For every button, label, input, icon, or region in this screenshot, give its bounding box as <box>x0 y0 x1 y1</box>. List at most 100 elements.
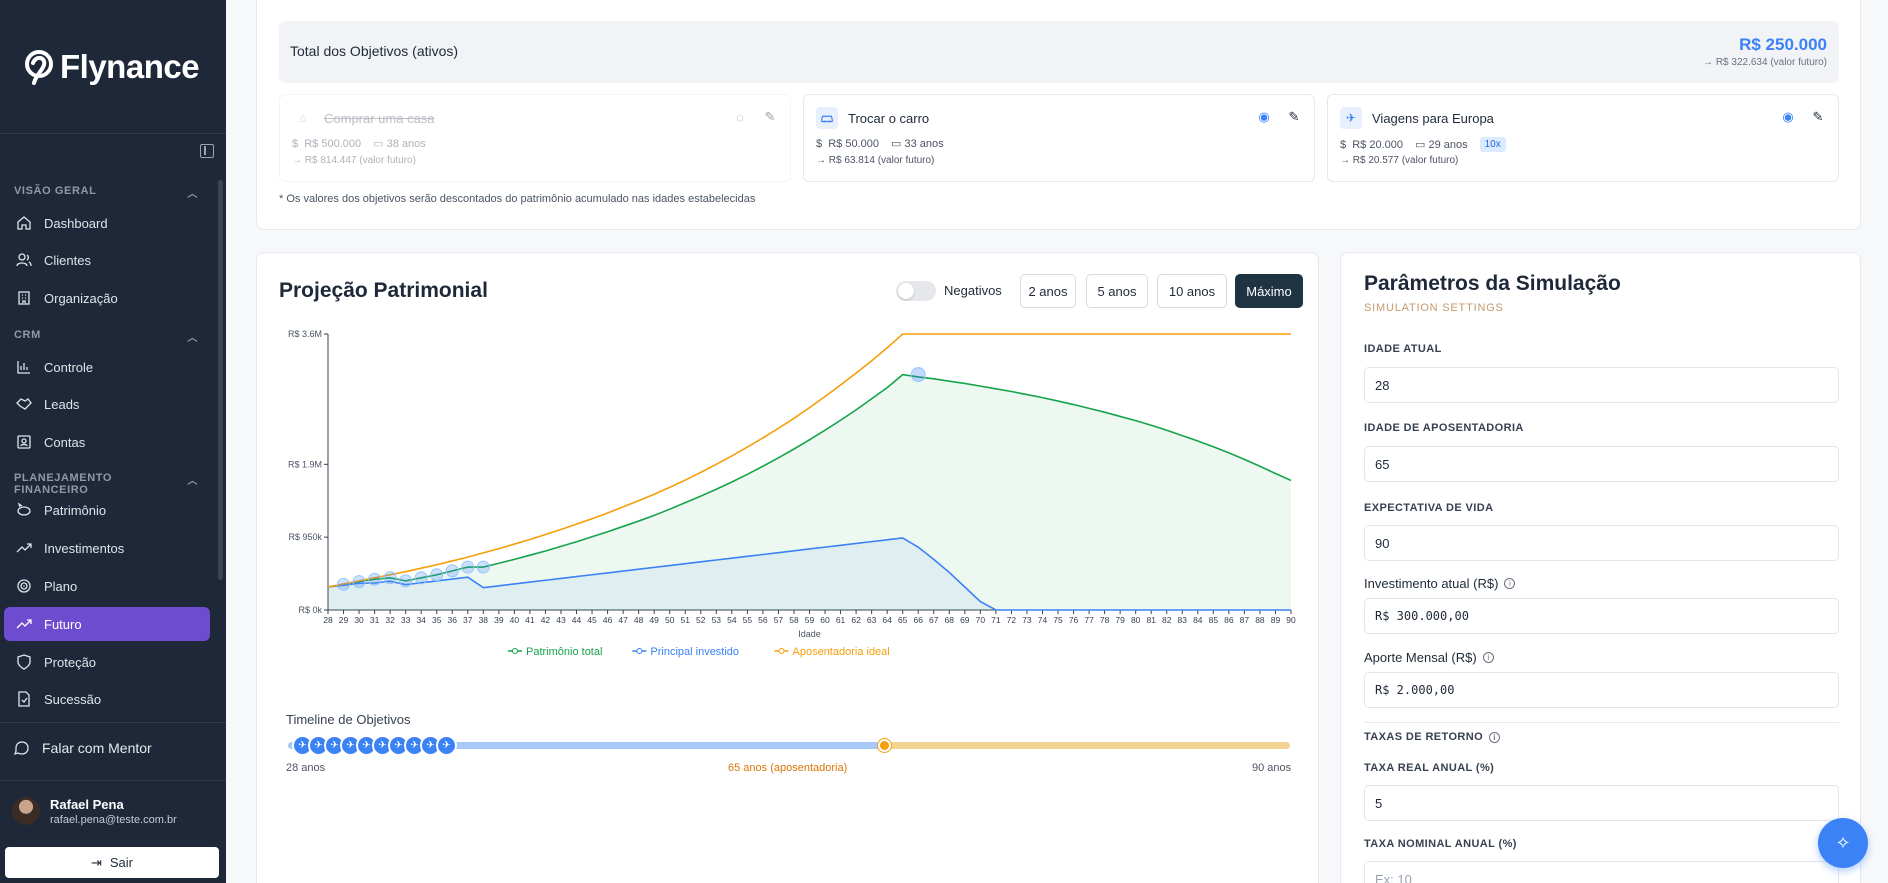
x-tick-label: 78 <box>1100 615 1110 625</box>
x-tick-label: 53 <box>712 615 722 625</box>
x-tick-label: 83 <box>1178 615 1188 625</box>
x-tick-label: 86 <box>1224 615 1234 625</box>
range-10-anos-button[interactable]: 10 anos <box>1157 274 1227 308</box>
sparkle-icon: ✧ <box>1835 832 1851 853</box>
goal-card-comprar-casa[interactable]: ⌂ Comprar uma casa ◌ ✎ $ R$ 500.000 ▭ 38… <box>279 94 791 182</box>
sidebar-scrollbar[interactable] <box>218 180 223 580</box>
divider <box>0 133 226 134</box>
sidebar-item-organizacao[interactable]: Organização <box>4 281 210 315</box>
avatar[interactable] <box>12 797 40 825</box>
info-icon[interactable]: i <box>1482 652 1494 663</box>
section-visao-geral[interactable]: VISÃO GERAL ︿ <box>14 185 198 200</box>
sidebar-item-plano[interactable]: Plano <box>4 569 210 603</box>
x-tick-label: 55 <box>743 615 753 625</box>
app-logo[interactable]: Flynance <box>24 48 200 86</box>
goal-marker <box>461 560 475 574</box>
x-tick-label: 80 <box>1131 615 1141 625</box>
divider <box>0 722 226 723</box>
sidebar-item-dashboard[interactable]: Dashboard <box>4 206 210 240</box>
real-rate-input[interactable]: 5 <box>1364 785 1839 821</box>
sidebar-item-leads[interactable]: Leads <box>4 387 210 421</box>
goals-total-value: R$ 250.000 <box>1739 35 1827 54</box>
timeline-goal-marker[interactable]: ✈ <box>356 735 377 756</box>
x-tick-label: 40 <box>510 615 520 625</box>
retirement-marker <box>910 367 926 383</box>
timeline-end-label: 90 anos <box>1252 762 1292 774</box>
logout-icon: ⇥ <box>90 854 102 870</box>
x-tick-label: 31 <box>370 615 380 625</box>
sidebar: Flynance VISÃO GERAL ︿ Dashboard Cliente… <box>0 0 226 883</box>
negatives-toggle[interactable] <box>896 281 936 301</box>
x-tick-label: 64 <box>882 615 892 625</box>
goal-future: → R$ 814.447 (valor futuro) <box>292 155 416 166</box>
projection-chart[interactable]: R$ 0k R$ 950k R$ 1.9M R$ 3.6M 28 29 30 31 32 33 34… <box>276 322 1306 672</box>
goal-marker <box>352 575 366 589</box>
sidebar-item-label: Sucessão <box>44 691 102 707</box>
nominal-rate-input[interactable]: Ex: 10 <box>1364 861 1839 883</box>
sidebar-collapse-icon[interactable] <box>200 144 214 158</box>
legend-dot <box>512 648 518 654</box>
pencil-icon[interactable]: ✎ <box>764 109 776 124</box>
current-age-input[interactable]: 28 <box>1364 367 1839 403</box>
mentor-button[interactable]: Falar com Mentor <box>14 740 152 756</box>
timeline-retirement-marker[interactable] <box>878 739 891 752</box>
logout-button[interactable]: ⇥ Sair <box>5 847 219 878</box>
sidebar-item-patrimonio[interactable]: Patrimônio <box>4 493 210 527</box>
piggy-bank-icon <box>16 502 32 518</box>
mentor-label: Falar com Mentor <box>42 740 152 756</box>
ai-assistant-button[interactable]: ✧ <box>1818 818 1868 868</box>
target-icon <box>16 578 32 594</box>
sidebar-item-contas[interactable]: Contas <box>4 425 210 459</box>
sidebar-item-clientes[interactable]: Clientes <box>4 243 210 277</box>
range-2-anos-button[interactable]: 2 anos <box>1020 274 1076 308</box>
current-investment-input[interactable]: R$ 300.000,00 <box>1364 598 1839 634</box>
section-planejamento[interactable]: PLANEJAMENTO FINANCEIRO ︿ <box>14 472 198 496</box>
range-5-anos-button[interactable]: 5 anos <box>1086 274 1148 308</box>
timeline-track[interactable] <box>288 742 1290 749</box>
range-maximo-button[interactable]: Máximo <box>1235 274 1303 308</box>
section-crm[interactable]: CRM ︿ <box>14 329 198 344</box>
x-tick-label: 52 <box>696 615 706 625</box>
sidebar-item-label: Controle <box>44 359 94 375</box>
sidebar-item-protecao[interactable]: Proteção <box>4 645 210 679</box>
section-title: CRM <box>14 329 41 341</box>
pencil-icon[interactable]: ✎ <box>1288 109 1300 124</box>
x-tick-label: 70 <box>976 615 986 625</box>
handshake-icon <box>16 396 32 412</box>
home-icon: ⌂ <box>299 111 307 125</box>
x-tick-label: 34 <box>416 615 426 625</box>
sidebar-item-label: Contas <box>44 434 86 450</box>
sidebar-item-investimentos[interactable]: Investimentos <box>4 531 210 565</box>
x-tick-label: 59 <box>805 615 815 625</box>
x-tick-label: 48 <box>634 615 644 625</box>
timeline-goal-marker[interactable]: ✈ <box>388 735 409 756</box>
timeline-goal-marker[interactable]: ✈ <box>308 735 329 756</box>
sidebar-item-futuro[interactable]: Futuro <box>4 607 210 641</box>
series-area <box>328 537 1291 610</box>
section-title: VISÃO GERAL <box>14 185 97 197</box>
retire-age-input[interactable]: 65 <box>1364 446 1839 482</box>
x-tick-label: 29 <box>339 615 349 625</box>
sidebar-item-sucessao[interactable]: Sucessão <box>4 682 210 716</box>
info-icon[interactable]: i <box>1489 731 1501 743</box>
pencil-icon[interactable]: ✎ <box>1812 109 1824 124</box>
life-expectancy-input[interactable]: 90 <box>1364 525 1839 561</box>
contact-icon <box>16 434 32 450</box>
x-tick-label: 46 <box>603 615 613 625</box>
life-expectancy-label: EXPECTATIVA DE VIDA <box>1364 502 1494 514</box>
current-age-label: IDADE ATUAL <box>1364 343 1442 355</box>
x-tick-label: 39 <box>494 615 504 625</box>
goal-card-trocar-carro[interactable]: Trocar o carro ◉ ✎ $ R$ 50.000 ▭ 33 anos… <box>803 94 1315 182</box>
x-tick-label: 37 <box>463 615 473 625</box>
eye-icon[interactable]: ◉ <box>1258 109 1270 124</box>
info-icon[interactable]: i <box>1504 578 1516 589</box>
sidebar-item-controle[interactable]: Controle <box>4 350 210 384</box>
sidebar-item-label: Patrimônio <box>44 502 107 518</box>
timeline-goal-marker[interactable]: ✈ <box>436 735 457 756</box>
eye-off-icon[interactable]: ◌ <box>736 109 744 125</box>
y-tick-label: R$ 1.9M <box>288 459 322 469</box>
goal-card-viagens-europa[interactable]: ✈ Viagens para Europa ◉ ✎ $ R$ 20.000 ▭ … <box>1327 94 1839 182</box>
monthly-contribution-input[interactable]: R$ 2.000,00 <box>1364 672 1839 708</box>
eye-icon[interactable]: ◉ <box>1782 109 1794 124</box>
goal-installments-badge: 10x <box>1479 137 1506 152</box>
